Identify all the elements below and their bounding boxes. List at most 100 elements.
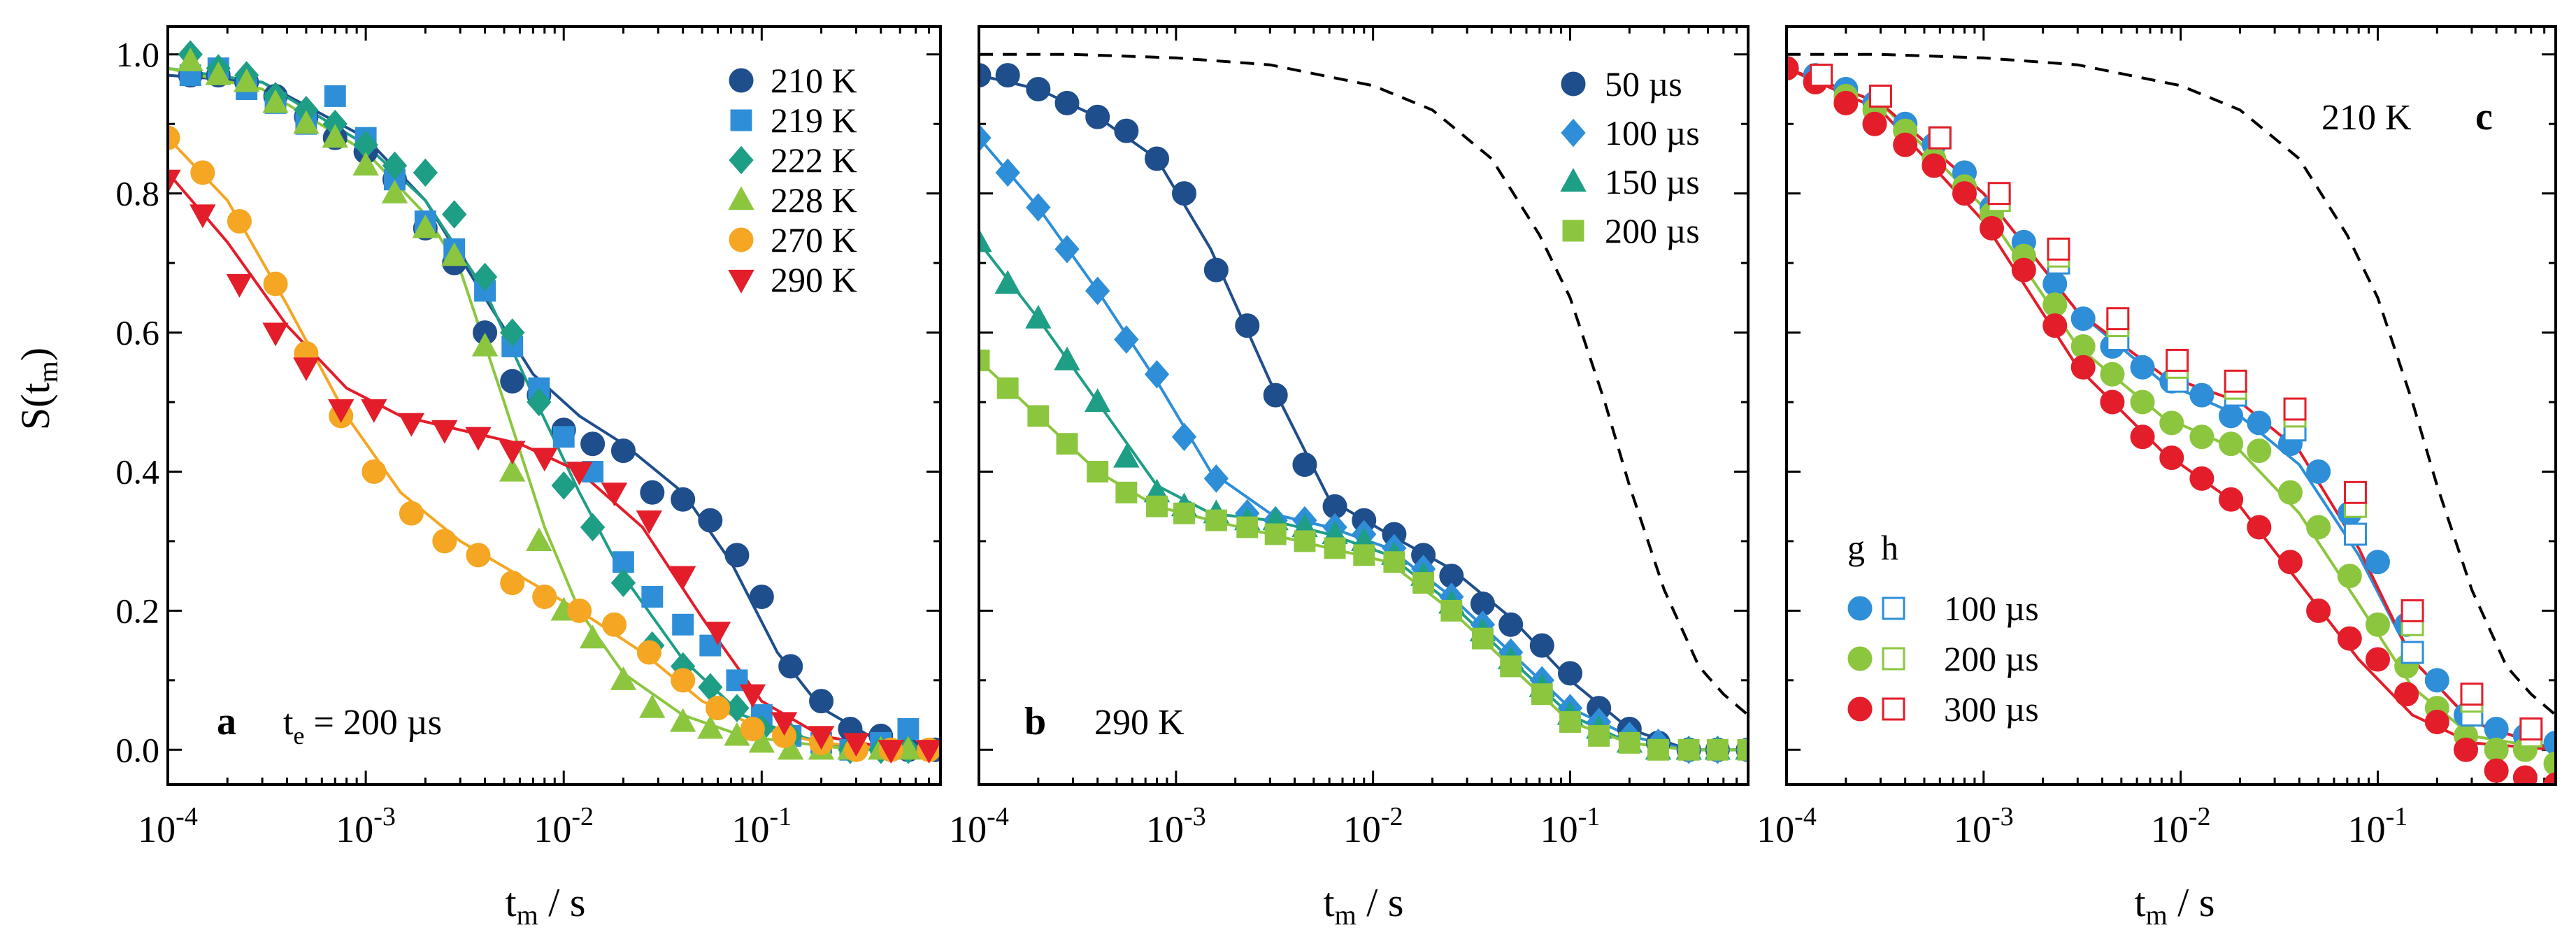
data-point xyxy=(1236,516,1259,538)
data-point xyxy=(190,160,215,185)
data-point xyxy=(2394,682,2419,707)
data-point xyxy=(1085,276,1110,306)
data-point xyxy=(2400,641,2424,664)
panel-annotation: 290 K xyxy=(1094,703,1185,743)
data-point xyxy=(500,318,525,347)
data-point xyxy=(2159,410,2184,436)
data-point xyxy=(2247,410,2272,436)
x-tick-label-exponent: -1 xyxy=(1578,802,1601,831)
data-point xyxy=(1737,738,1748,761)
legend-label: 222 K xyxy=(771,141,857,180)
panel-a-plot-area xyxy=(168,40,940,764)
data-point xyxy=(398,413,425,437)
data-point xyxy=(706,696,731,721)
data-point xyxy=(1324,537,1346,559)
legend-marker xyxy=(1561,118,1586,148)
data-point xyxy=(1810,64,1833,87)
data-point xyxy=(2247,438,2272,464)
data-point xyxy=(566,462,593,486)
data-point xyxy=(205,61,231,85)
data-point xyxy=(1922,153,1947,178)
x-tick-label-base: 10 xyxy=(1954,808,1991,850)
data-point xyxy=(441,242,468,266)
data-point xyxy=(1471,627,1494,650)
data-point xyxy=(532,584,557,609)
series-4 xyxy=(1810,64,2543,748)
data-point xyxy=(2277,550,2303,575)
x-tick-label: 10-2 xyxy=(2151,802,2211,850)
data-point xyxy=(2042,271,2068,296)
legend-label: 200 µs xyxy=(1944,639,2039,678)
data-point xyxy=(1952,181,1977,206)
data-point xyxy=(2543,772,2556,785)
data-point xyxy=(740,716,765,741)
x-tick-label-exponent: -4 xyxy=(176,802,198,831)
data-point xyxy=(995,63,1020,88)
x-tick-label: 10-1 xyxy=(1540,802,1601,850)
data-point xyxy=(1588,724,1610,747)
series-3 xyxy=(1787,56,2556,785)
data-point xyxy=(1893,132,1918,157)
data-point xyxy=(1647,738,1669,761)
x-axis-label-b-sub: m xyxy=(1335,899,1357,931)
data-point xyxy=(1557,661,1582,686)
legend-marker xyxy=(729,68,754,93)
data-point xyxy=(749,584,774,609)
data-point xyxy=(697,715,724,739)
data-point xyxy=(1025,304,1052,329)
data-point xyxy=(500,571,525,596)
data-point xyxy=(1115,481,1138,503)
data-point xyxy=(189,204,216,229)
x-tick-label: 10-3 xyxy=(1954,802,2014,850)
x-tick-label-exponent: -4 xyxy=(987,802,1009,831)
data-point xyxy=(979,228,992,252)
data-point xyxy=(2277,480,2303,505)
data-point xyxy=(2011,257,2036,283)
data-point xyxy=(878,740,904,764)
data-point xyxy=(465,427,492,451)
legend-marker xyxy=(730,109,752,131)
data-point xyxy=(552,426,575,448)
series-4 xyxy=(979,349,1748,761)
data-point xyxy=(293,357,320,382)
data-point xyxy=(771,712,798,736)
x-tick-label: 10-4 xyxy=(1756,802,1817,850)
data-point xyxy=(669,566,696,590)
data-point xyxy=(324,85,346,107)
data-point xyxy=(2100,362,2125,387)
panel-annotation-rest: = 200 µs xyxy=(304,703,442,743)
x-tick-label: 10-4 xyxy=(138,802,198,850)
data-point xyxy=(1026,193,1051,222)
data-point xyxy=(1862,111,1887,136)
series-3 xyxy=(979,228,1748,760)
legend-marker xyxy=(1562,220,1584,242)
data-point xyxy=(1869,84,1892,108)
x-tick-label-base: 10 xyxy=(1540,808,1578,850)
y-axis-label-sub: m xyxy=(32,361,64,382)
data-point xyxy=(227,208,252,234)
data-point xyxy=(1205,509,1227,531)
legend-label: 100 µs xyxy=(1605,113,1700,152)
data-point xyxy=(1928,126,1952,150)
data-point xyxy=(328,399,355,423)
y-axis-label-close: ) xyxy=(13,348,58,361)
data-point xyxy=(567,598,592,623)
data-point xyxy=(610,438,636,464)
series-5 xyxy=(1810,64,2543,748)
data-point xyxy=(1203,464,1229,493)
data-point xyxy=(2070,306,2096,331)
data-point xyxy=(526,527,552,552)
data-point xyxy=(610,569,636,597)
x-tick-label: 10-1 xyxy=(731,802,792,850)
data-point xyxy=(413,158,438,187)
data-point xyxy=(499,441,526,465)
x-tick-label-exponent: -1 xyxy=(2386,802,2408,831)
data-point xyxy=(601,612,627,637)
data-point xyxy=(362,459,387,484)
data-point xyxy=(432,529,457,554)
legend-header-h: h xyxy=(1881,528,1898,567)
plot-frame xyxy=(166,25,942,786)
x-tick-label: 10-3 xyxy=(1146,802,1206,850)
data-point xyxy=(580,513,606,542)
data-point xyxy=(1677,738,1700,761)
